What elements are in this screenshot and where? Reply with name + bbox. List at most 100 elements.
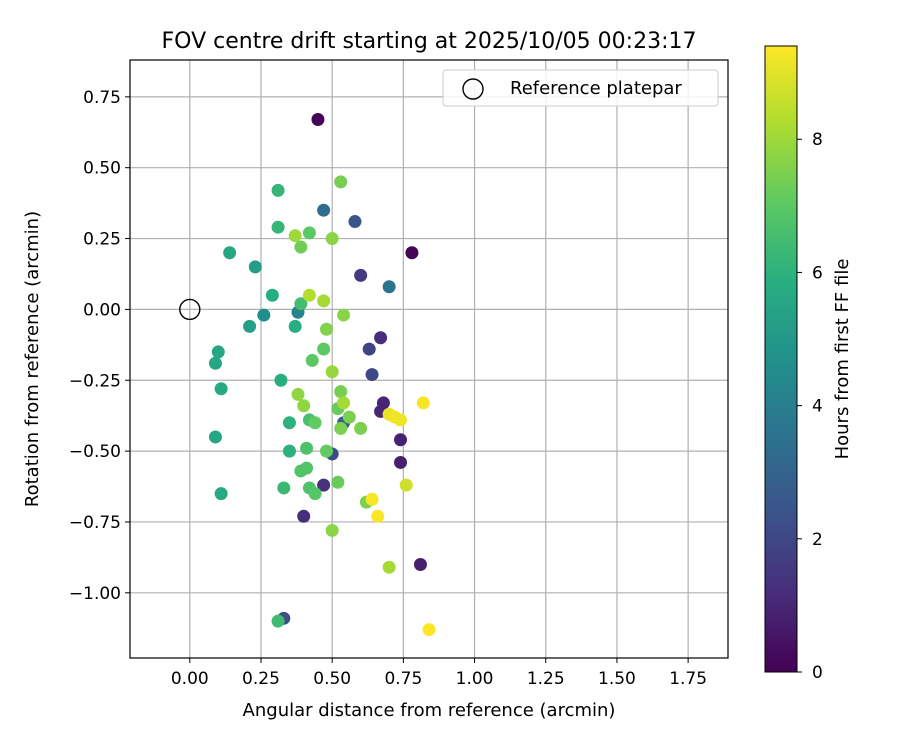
colorbar-tick-label: 2 [812,530,823,550]
data-point [302,226,316,240]
y-axis-ticks: 0.75 0.50 0.25 0.00 −0.25 −0.50 −0.75 −1.00 [69,88,130,604]
data-point [208,356,222,370]
data-point [211,345,225,359]
data-point [317,478,331,492]
data-point [294,464,308,478]
legend-box [442,69,719,107]
data-point [282,444,296,458]
colorbar-label: Hours from first FF file [832,259,853,460]
data-point [325,523,339,537]
data-point [308,416,322,430]
data-point [271,220,285,234]
data-point [248,260,262,274]
data-point [265,288,279,302]
legend-reference-marker [462,78,484,100]
y-tick-label: −0.50 [69,442,121,462]
data-point [319,444,333,458]
data-point [394,413,408,427]
data-point [365,492,379,506]
data-point [297,509,311,523]
data-point [214,487,228,501]
data-point [282,416,296,430]
data-point [300,441,314,455]
data-point [337,396,351,410]
data-point [325,365,339,379]
data-point [294,240,308,254]
data-point [334,385,348,399]
data-point [413,557,427,571]
y-tick-label: −1.00 [69,584,121,604]
data-point [271,614,285,628]
data-point [399,478,413,492]
data-point [274,373,288,387]
y-axis-label: Rotation from reference (arcmin) [22,211,43,507]
data-point [354,421,368,435]
data-point [362,342,376,356]
data-point [271,183,285,197]
data-point [302,288,316,302]
data-point [365,368,379,382]
grid-lines [130,60,728,658]
data-point [243,319,257,333]
data-point [394,455,408,469]
y-tick-label: 0.50 [83,159,121,179]
data-point [334,175,348,189]
legend-label: Reference platepar [510,78,682,99]
data-point [294,297,308,311]
data-point [371,509,385,523]
y-tick-label: 0.00 [83,300,121,320]
colorbar-ticks: 0 2 4 6 8 [797,130,823,683]
colorbar: 0 2 4 6 8 Hours from first FF file [764,45,853,683]
x-axis-ticks: 0.00 0.25 0.50 0.75 1.00 1.25 1.50 1.75 [171,658,707,689]
data-point [317,342,331,356]
x-tick-label: 0.00 [171,669,209,689]
data-point [422,623,436,637]
y-tick-label: −0.25 [69,371,121,391]
data-point [288,229,302,243]
data-point [382,560,396,574]
colorbar-tick-label: 0 [812,663,823,683]
data-point [257,308,271,322]
data-point [305,353,319,367]
data-point [331,475,345,489]
data-point [416,396,430,410]
data-point [288,319,302,333]
x-axis-label: Angular distance from reference (arcmin) [243,700,616,721]
data-point [348,215,362,229]
y-tick-label: 0.75 [83,88,121,108]
data-point [208,430,222,444]
data-point [394,433,408,447]
data-point [325,232,339,246]
data-point [311,113,325,127]
legend: Reference platepar [442,69,719,107]
x-tick-label: 1.00 [456,669,494,689]
data-point [308,487,322,501]
data-point [342,410,356,424]
x-tick-label: 1.50 [598,669,636,689]
colorbar-tick-label: 6 [812,263,823,283]
data-point [334,421,348,435]
x-tick-label: 1.25 [527,669,565,689]
colorbar-tick-label: 8 [812,130,823,150]
x-tick-label: 0.50 [313,669,351,689]
data-point [354,268,368,282]
data-point [376,396,390,410]
reference-platepar-marker [179,298,201,321]
plot-area-frame [129,59,729,659]
x-tick-label: 0.75 [384,669,422,689]
x-tick-label: 1.75 [669,669,707,689]
y-tick-label: −0.75 [69,513,121,533]
data-point [317,294,331,308]
data-point [277,481,291,495]
chart-title: FOV centre drift starting at 2025/10/05 … [162,29,697,54]
data-point [297,399,311,413]
colorbar-gradient [764,45,798,673]
data-point [317,203,331,217]
data-point [382,280,396,294]
x-tick-label: 0.25 [242,669,280,689]
data-point [291,387,305,401]
data-point [374,331,388,345]
y-tick-label: 0.25 [83,230,121,250]
data-point [214,382,228,396]
